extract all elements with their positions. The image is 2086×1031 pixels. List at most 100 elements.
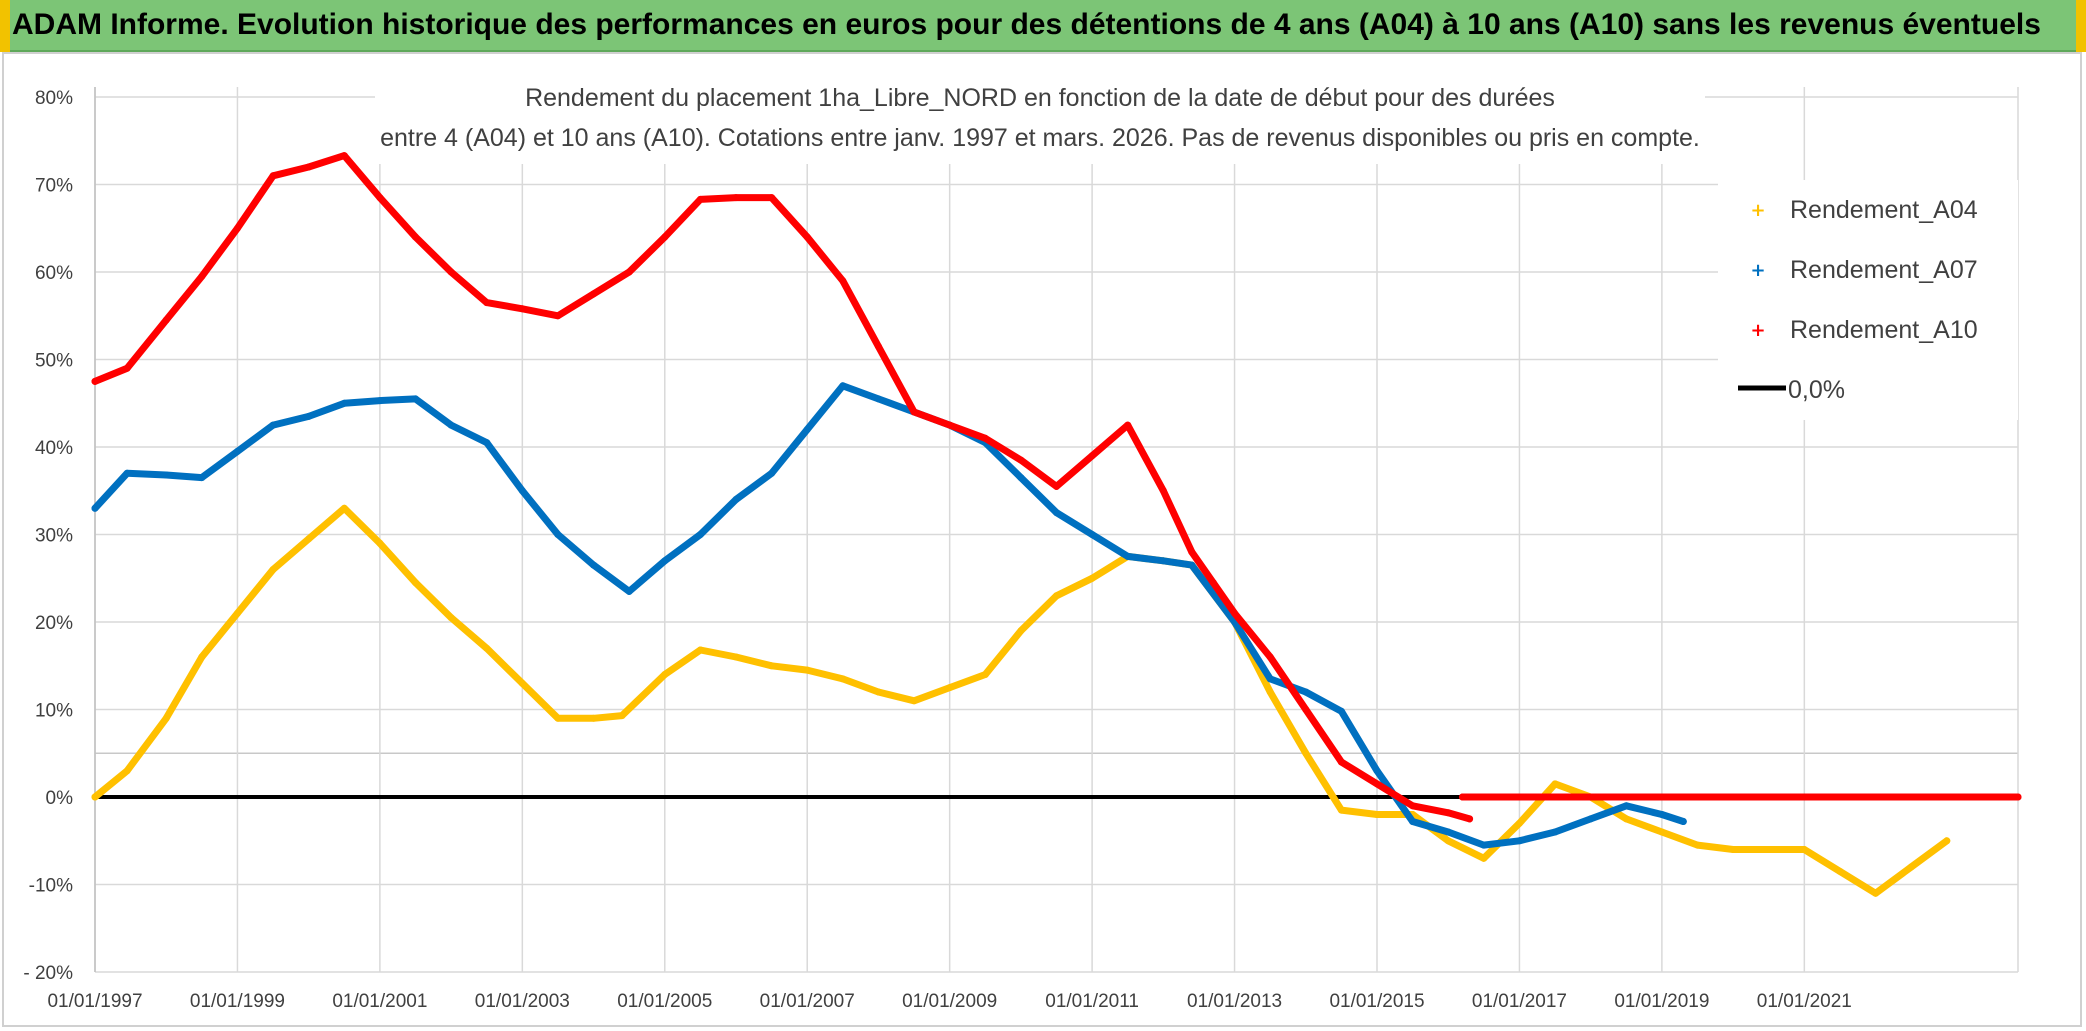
data-point	[1765, 846, 1773, 853]
legend-marker-plus-icon: +	[1750, 200, 1765, 221]
x-tick-label: 01/01/2011	[1045, 991, 1139, 1012]
legend-marker-plus-icon: +	[1750, 320, 1765, 341]
data-point	[1266, 653, 1274, 661]
data-point	[618, 712, 626, 720]
data-point	[1266, 688, 1274, 696]
x-tick-label: 01/01/2017	[1472, 991, 1567, 1012]
data-point	[1943, 837, 1951, 845]
data-point	[340, 399, 348, 407]
data-point	[874, 395, 882, 403]
data-point	[1159, 557, 1167, 565]
x-tick-label: 01/01/2021	[1757, 991, 1852, 1012]
data-point	[1587, 815, 1595, 823]
data-point	[198, 653, 206, 661]
data-point	[1444, 809, 1452, 817]
data-point	[1409, 818, 1417, 825]
data-point	[1622, 802, 1630, 810]
data-point	[625, 587, 633, 595]
data-point	[696, 195, 704, 203]
data-point	[768, 469, 776, 477]
data-point	[1836, 867, 1844, 875]
x-tick-label: 01/01/2005	[617, 991, 712, 1012]
data-point	[1231, 609, 1239, 617]
y-tick-label: 50%	[35, 351, 73, 372]
data-point	[198, 272, 206, 280]
data-point	[483, 644, 491, 652]
data-point	[839, 382, 847, 390]
data-point	[910, 408, 918, 416]
data-point	[1017, 627, 1025, 635]
data-point	[269, 421, 277, 429]
data-point	[483, 439, 491, 447]
title-background	[375, 72, 1705, 164]
data-point	[1088, 531, 1096, 538]
x-tick-label: 01/01/2013	[1187, 991, 1282, 1012]
data-point	[1800, 846, 1808, 853]
data-point	[1188, 548, 1196, 556]
legend-label: 0,0%	[1788, 376, 1845, 404]
data-point	[554, 531, 562, 538]
data-point	[839, 675, 847, 683]
data-point	[910, 697, 918, 705]
x-tick-label: 01/01/2019	[1614, 991, 1709, 1012]
banner-corner-right	[2076, 0, 2086, 52]
y-tick-label: 80%	[35, 88, 73, 109]
y-tick-label: 30%	[35, 526, 73, 547]
x-axis-ticks: 01/01/1997 01/01/1999 01/01/2001 01/01/2003…	[47, 991, 1851, 1012]
banner-corner-left	[0, 0, 10, 52]
data-point	[1017, 456, 1025, 464]
x-tick-label: 01/01/2007	[760, 991, 855, 1012]
data-point	[1551, 828, 1559, 836]
data-point	[447, 421, 455, 429]
data-point	[305, 412, 313, 420]
legend-background	[1718, 180, 2018, 420]
data-point	[661, 557, 669, 565]
data-point	[1088, 452, 1096, 460]
data-point	[1124, 421, 1132, 429]
chart-title-line1: Rendement du placement 1ha_Libre_NORD en…	[525, 84, 1555, 112]
data-point	[1907, 863, 1915, 871]
data-point	[839, 277, 847, 285]
data-point	[305, 535, 313, 543]
data-point	[1302, 706, 1310, 713]
data-point	[269, 566, 277, 573]
y-tick-label: 70%	[35, 176, 73, 197]
data-point	[1053, 509, 1060, 517]
data-point	[946, 684, 954, 692]
data-point	[162, 714, 170, 722]
y-tick-label: 10%	[35, 701, 73, 722]
data-point	[518, 679, 526, 687]
data-point	[554, 714, 562, 722]
data-point	[91, 504, 99, 512]
data-point	[483, 299, 491, 307]
data-point	[123, 469, 131, 477]
data-point	[1124, 552, 1132, 560]
legend: + Rendement_A04 + Rendement_A07 + Rendement_A…	[1718, 180, 2018, 420]
data-point	[1444, 828, 1452, 836]
data-point	[1159, 487, 1167, 495]
data-point	[376, 194, 384, 202]
x-tick-label: 01/01/2015	[1329, 991, 1424, 1012]
data-point	[162, 471, 170, 479]
data-point	[981, 671, 989, 678]
legend-label: Rendement_A04	[1790, 196, 1978, 224]
data-point	[123, 767, 131, 775]
data-point	[1622, 815, 1630, 823]
banner: ADAM Informe. Evolution historique des p…	[0, 0, 2086, 52]
data-point	[412, 395, 419, 403]
data-point	[305, 163, 313, 171]
series-line-0	[91, 504, 1951, 897]
data-point	[162, 316, 170, 324]
data-point	[1694, 841, 1701, 849]
x-tick-label: 01/01/2009	[902, 991, 997, 1012]
data-point	[1480, 841, 1488, 849]
data-point	[412, 579, 419, 587]
data-point	[1373, 780, 1381, 788]
data-point	[1409, 802, 1417, 810]
data-point	[696, 646, 704, 654]
x-tick-label: 01/01/1999	[190, 991, 285, 1012]
data-point	[376, 539, 384, 547]
legend-label: Rendement_A10	[1790, 316, 1978, 344]
data-point	[1266, 675, 1274, 683]
